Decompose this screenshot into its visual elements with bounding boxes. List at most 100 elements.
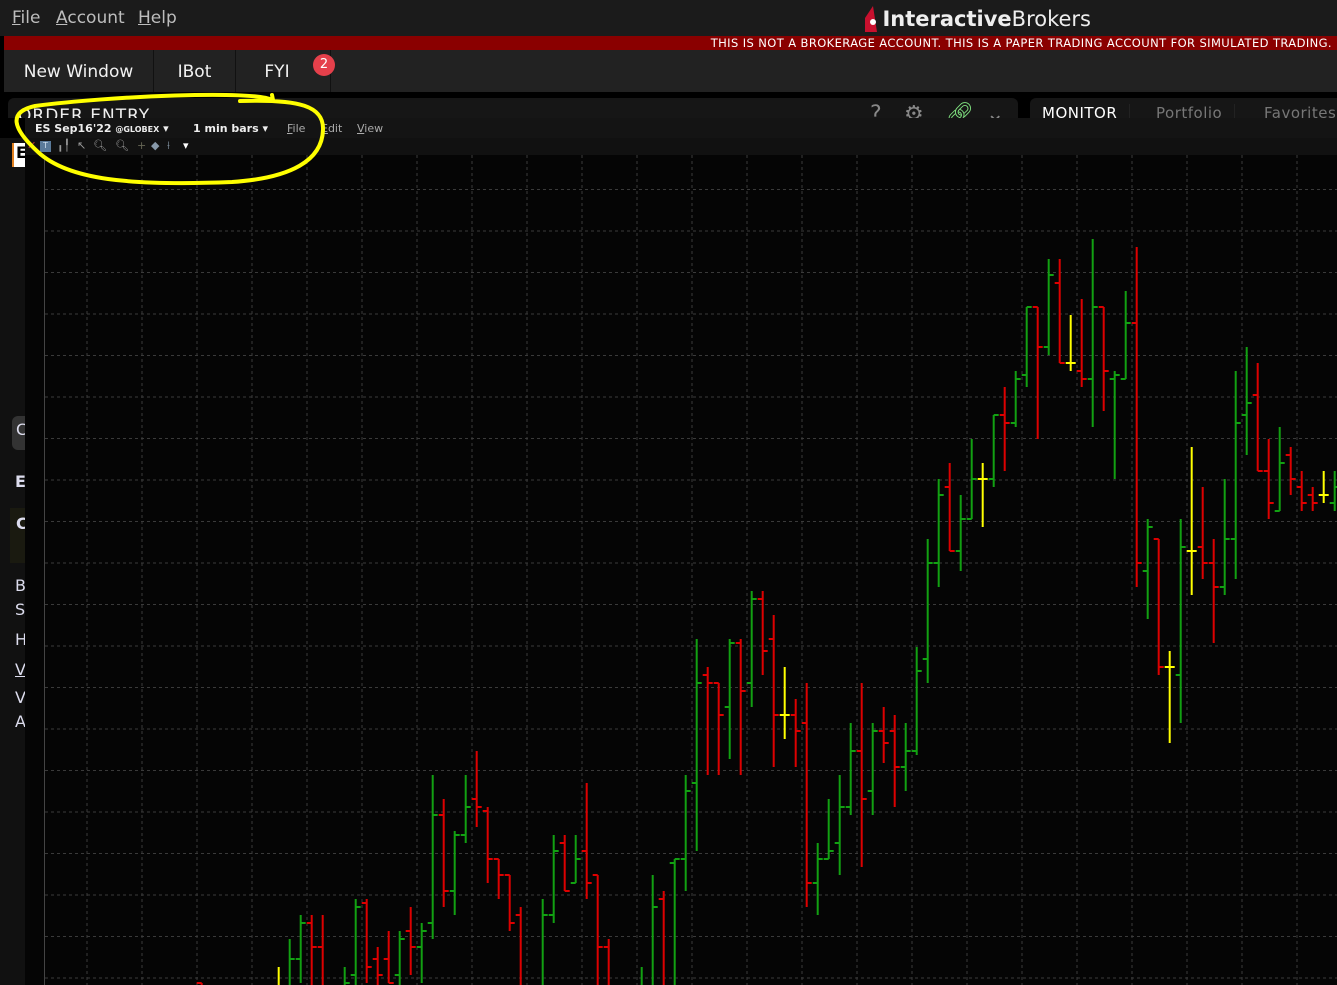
ohlc-bar [1120,291,1131,380]
chart-menu-file[interactable]: File [287,122,305,135]
ohlc-bar [977,463,988,527]
ohlc-bar [933,479,944,587]
menu-file[interactable]: File [12,8,40,28]
ohlc-bar [1131,247,1142,587]
ohlc-bar [343,967,350,985]
ohlc-bar [1274,427,1285,512]
ibot-button[interactable]: IBot [154,50,236,92]
bar-size-selector[interactable]: 1 min bars ▾ [193,122,268,135]
zoom-out-icon[interactable]: 🔍︎ [115,139,129,152]
ohlc-bar [1285,447,1296,495]
logo-text-bold: Interactive [882,7,1012,31]
new-window-button[interactable]: New Window [4,50,154,92]
ohlc-bar [966,439,977,520]
ib-logo-icon [865,6,878,32]
text-icon[interactable]: T [40,141,51,152]
ohlc-bar [1329,471,1337,511]
accel: V [357,122,365,135]
highlight-box: C [10,508,28,563]
fyi-count-badge: 2 [313,54,335,76]
chart-menu-edit[interactable]: Edit [321,122,342,135]
ohlc-bar [823,799,834,860]
ohlc-bar [669,858,680,985]
ohlc-bar [1010,371,1021,427]
ohlc-bar [449,831,460,915]
ohlc-bar [735,639,746,775]
menu-help-accel: H [138,8,151,28]
section-header: E [15,472,26,491]
ohlc-bar [416,923,427,983]
tab-favorites1[interactable]: Favorites1 [1252,104,1337,118]
menu-account[interactable]: Account [56,8,125,28]
compress-icon[interactable]: ⟊ [167,139,170,152]
ohlc-bar [779,667,790,739]
ohlc-bar [790,699,801,767]
field-label: V [15,688,26,707]
exchange-label: @GLOBEX [115,125,160,134]
ohlc-bar [559,835,570,892]
ohlc-bar [691,639,702,851]
ohlc-bar [651,875,658,985]
zoom-in-icon[interactable]: 🔍︎ [93,139,107,152]
ohlc-bar [724,639,735,759]
dropdown-icon[interactable]: ▾ [183,139,189,152]
ohlc-bar [427,775,438,939]
ohlc-bar [350,899,361,985]
ohlc-bar [438,799,449,907]
ohlc-bar [680,775,691,891]
ohlc-bar [1098,306,1109,411]
menu-help[interactable]: Help [138,8,177,28]
label: dit [327,122,343,135]
ohlc-bar [878,707,889,763]
menu-file-label: ile [20,8,41,28]
ohlc-bar [570,835,581,884]
ohlc-bar [405,907,416,975]
rounded-button[interactable]: C [12,416,27,450]
menu-account-accel: A [56,8,68,28]
ohlc-bar [1186,447,1197,595]
ohlc-bar [768,615,779,767]
bars-icon[interactable]: ╻╿ [57,139,71,152]
field-label: V [15,660,26,679]
order-entry-panel: ORDER ENTRY ? ⚙ 🔗︎ ⌄ [8,98,1018,118]
ohlc-bar [288,939,295,985]
crosshair-icon[interactable]: + [137,139,147,152]
ohlc-bar [504,874,515,931]
ohlc-bar [493,858,504,899]
symbol-selector[interactable]: ES Sep16'22 @GLOBEX ▾ [35,122,169,135]
ohlc-bar [1142,519,1153,619]
ohlc-bar [713,682,724,775]
cursor-icon[interactable]: ↖ [77,139,87,152]
close-icon[interactable]: ✕ [27,139,37,152]
menu-file-accel: F [12,8,21,28]
ohlc-bar [801,683,812,907]
ohlc-bar [306,915,317,985]
menu-help-label: elp [150,8,177,28]
help-icon[interactable]: ? [870,102,882,118]
label: ile [292,122,306,135]
tab-portfolio[interactable]: Portfolio [1144,104,1236,118]
expand-icon[interactable]: ◆ [151,139,160,152]
menu-account-label: ccount [67,8,125,28]
chevron-down-icon[interactable]: ⌄ [986,102,1005,118]
ohlc-bar [1076,299,1087,387]
field-label: H [15,630,28,649]
ohlc-bar [581,783,592,899]
ohlc-bar [922,539,933,683]
ohlc-bar [856,683,867,867]
fyi-button[interactable]: FYI [264,62,290,82]
ohlc-bar [757,591,768,675]
chart-menu-view[interactable]: View [357,122,383,135]
gear-icon[interactable]: ⚙ [904,102,924,118]
caret-down-icon: ▾ [262,122,269,135]
ohlc-bar [383,931,394,984]
ohlc-bar [988,414,999,487]
ohlc-bar [277,967,280,985]
ohlc-bar [1197,487,1208,579]
price-chart[interactable] [44,155,1337,985]
ohlc-bar [812,843,823,915]
order-button[interactable]: E [12,143,27,167]
tab-monitor[interactable]: MONITOR [1030,104,1131,118]
ohlc-bar [1318,471,1329,503]
link-icon[interactable]: 🔗︎ [946,102,974,118]
